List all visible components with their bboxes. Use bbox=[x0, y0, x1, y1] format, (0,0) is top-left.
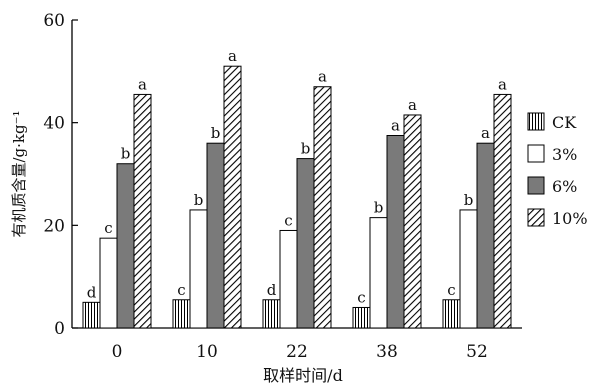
bar bbox=[223, 65, 242, 329]
bar bbox=[189, 209, 208, 329]
x-tick-label: 0 bbox=[112, 342, 123, 362]
bar bbox=[403, 114, 422, 329]
bar bbox=[82, 301, 101, 329]
bar bbox=[493, 93, 512, 329]
legend-label: 3% bbox=[552, 145, 577, 164]
x-axis-ticks: 0 10 22 38 52 bbox=[112, 342, 488, 362]
legend: CK 3% 6% 10% bbox=[527, 112, 588, 228]
legend-swatch bbox=[527, 208, 545, 227]
bar bbox=[116, 163, 135, 329]
x-tick-label: 10 bbox=[196, 342, 218, 362]
bar bbox=[386, 135, 405, 329]
bar-significance-label: b bbox=[301, 140, 311, 158]
bar bbox=[313, 86, 332, 329]
bar-significance-label: b bbox=[464, 191, 474, 209]
bar bbox=[459, 209, 478, 329]
bar-significance-label: b bbox=[374, 199, 384, 217]
y-axis-ticks: 0 20 40 60 bbox=[43, 11, 78, 339]
bar-significance-label: c bbox=[284, 211, 292, 229]
bar-significance-label: a bbox=[481, 124, 490, 142]
y-axis-title: 有机质含量/g·kg⁻¹ bbox=[10, 110, 28, 237]
legend-swatch bbox=[527, 144, 545, 163]
bar bbox=[99, 237, 118, 329]
legend-label: CK bbox=[552, 113, 577, 132]
bar bbox=[369, 217, 388, 329]
bar-significance-label: d bbox=[267, 281, 277, 299]
bar bbox=[133, 93, 152, 329]
legend-label: 10% bbox=[552, 209, 588, 228]
bar-significance-label: a bbox=[391, 117, 400, 135]
legend-swatch bbox=[527, 112, 545, 131]
bar bbox=[296, 158, 315, 329]
y-tick-label: 60 bbox=[43, 11, 65, 31]
bar-significance-label: b bbox=[121, 145, 131, 163]
x-tick-label: 22 bbox=[286, 342, 308, 362]
bar bbox=[476, 142, 495, 329]
bar bbox=[352, 306, 371, 329]
bar-significance-label: c bbox=[447, 281, 455, 299]
y-tick-label: 0 bbox=[54, 319, 65, 339]
y-tick-label: 20 bbox=[43, 216, 65, 236]
bar-significance-label: a bbox=[228, 47, 237, 65]
bar-significance-label: c bbox=[104, 219, 112, 237]
bar-significance-label: a bbox=[408, 96, 417, 114]
bar bbox=[206, 142, 225, 329]
x-tick-label: 52 bbox=[466, 342, 488, 362]
x-axis-title: 取样时间/d bbox=[263, 366, 343, 385]
legend-swatch bbox=[527, 176, 545, 195]
legend-label: 6% bbox=[552, 177, 577, 196]
bar bbox=[172, 299, 191, 329]
bar-significance-label: d bbox=[87, 283, 97, 301]
bar bbox=[279, 229, 298, 329]
bar-significance-label: a bbox=[318, 68, 327, 86]
bar-significance-label: a bbox=[138, 75, 147, 93]
bar bbox=[442, 299, 461, 329]
bar bbox=[262, 299, 281, 329]
bar-significance-label: c bbox=[357, 288, 365, 306]
x-tick-label: 38 bbox=[376, 342, 398, 362]
bar-significance-label: b bbox=[194, 191, 204, 209]
bar-significance-label: a bbox=[498, 75, 507, 93]
bar-significance-label: c bbox=[177, 281, 185, 299]
bar-significance-label: b bbox=[211, 124, 221, 142]
y-tick-label: 40 bbox=[43, 114, 65, 134]
